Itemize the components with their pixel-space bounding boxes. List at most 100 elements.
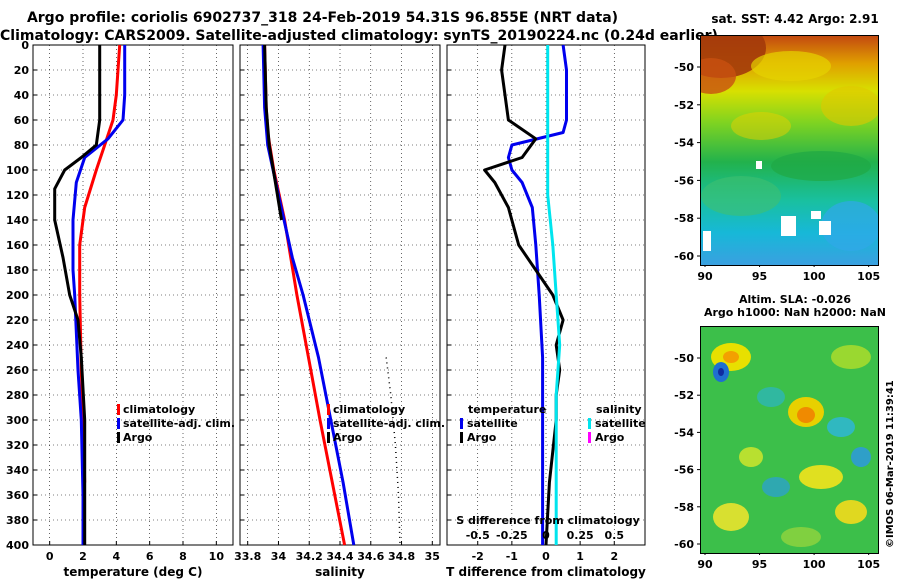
salinity-panel-legend-swatch [327,404,330,415]
salinity-panel-xtick-label: 33.8 [234,550,261,563]
sla-map-title-2: Argo h1000: NaN h2000: NaN [703,306,887,319]
sla-map-image [701,327,878,553]
sst-map-image [701,36,878,265]
salinity-panel-series-argo [263,44,283,221]
sst-map-lat-label: -54 [674,137,694,150]
sla-map-lat-label: -56 [674,464,694,477]
depth-tick-label: 300 [6,414,29,427]
sla-map-lat-label: -54 [674,426,694,439]
depth-tick-label: 260 [6,364,29,377]
depth-tick-label: 360 [6,489,29,502]
temperature-panel-xtick-label: 8 [179,550,187,563]
temp-legend-label: Argo [467,431,497,444]
sal-legend-label: Argo [595,431,625,444]
depth-tick-label: 100 [6,164,29,177]
temperature-panel-xtick-label: 6 [146,550,154,563]
depth-tick-label: 40 [14,89,30,102]
depth-tick-label: 60 [14,114,30,127]
temperature-panel-series-satellite-adj-clim- [71,45,127,545]
sst-map-lat-label: -58 [674,212,694,225]
depth-tick-label: 80 [14,139,30,152]
depth-tick-label: 200 [6,289,29,302]
salinity-diff-tick-label: 0 [542,529,550,542]
salinity-panel-xtick-label: 34.6 [357,550,384,563]
sal-legend-title: salinity [596,403,642,416]
temp-legend-swatch [460,418,463,429]
sst-map-title: sat. SST: 4.42 Argo: 2.91 [711,12,879,26]
temperature-panel-series-argo [53,45,102,545]
sal-legend-swatch [588,418,591,429]
difference-panel-xtick-label: 2 [610,550,618,563]
sst-map-lat-label: -60 [674,250,694,263]
sla-map-lon-label: 100 [803,558,826,571]
temperature-panel-legend-label: Argo [123,431,153,444]
depth-tick-label: 320 [6,439,29,452]
sla-map-lat-label: -58 [674,501,694,514]
sla-map-lat-label: -50 [674,352,694,365]
temperature-panel-xtick-label: 2 [79,550,87,563]
sla-map-title-1: Altim. SLA: -0.026 [738,293,852,306]
salinity-panel-legend-label: climatology [333,403,405,416]
difference-panel-xtick-label: 0 [542,550,550,563]
difference-panel-top-label: S difference from climatology [456,514,640,527]
temp-legend-title: temperature [468,403,546,416]
temperature-panel-legend-label: satellite-adj. clim. [123,417,235,430]
salinity-diff-tick-label: -0.5 [466,529,490,542]
depth-tick-label: 400 [6,539,29,552]
salinity-panel-series-satellite-adj-clim- [261,44,356,546]
temp-legend-swatch [460,432,463,443]
sal-legend-label: satellite [595,417,646,430]
main-title-line-2: Climatology: CARS2009. Satellite-adjuste… [0,28,718,44]
salinity-diff-tick-label: -0.25 [496,529,528,542]
salinity-diff-tick-label: 0.5 [605,529,625,542]
temp-legend-label: satellite [467,417,518,430]
sst-map-lat-label: -52 [674,99,694,112]
depth-tick-label: 280 [6,389,29,402]
salinity-panel-legend-swatch [327,418,330,429]
sst-map-lon-label: 100 [803,270,826,283]
temperature-panel-legend-swatch [117,418,120,429]
sla-map-lon-label: 90 [697,558,713,571]
sla-map [700,326,879,554]
depth-tick-label: 160 [6,239,29,252]
salinity-panel-xtick-label: 35 [425,550,440,563]
sst-map-lon-label: 90 [697,270,713,283]
difference-panel-xtick-label: -1 [506,550,518,563]
sst-map [700,35,879,266]
salinity-panel-legend-swatch [327,432,330,443]
depth-tick-label: 20 [14,64,30,77]
temperature-panel-xtick-label: 0 [46,550,54,563]
salinity-panel-xlabel: salinity [315,565,365,579]
credit-label: ©IMOS 06-Mar-2019 11:39:41 [885,380,896,548]
salinity-panel-legend-label: Argo [333,431,363,444]
temperature-panel-legend-label: climatology [123,403,195,416]
salinity-panel-xtick-label: 34.2 [296,550,323,563]
salinity-panel-series-reference [385,357,401,546]
difference-panel-series-t-satellite [506,44,568,545]
difference-panel-xlabel: T difference from climatology [446,565,646,579]
sla-map-lon-label: 105 [857,558,880,571]
sst-map-lon-label: 105 [857,270,880,283]
salinity-panel-xtick-label: 34.4 [326,550,353,563]
depth-tick-label: 0 [21,39,29,52]
difference-panel-series-s-satellite [546,45,562,545]
salinity-diff-tick-label: 0.25 [567,529,594,542]
difference-panel-xtick-label: 1 [576,550,584,563]
temperature-panel-legend-swatch [117,432,120,443]
depth-tick-label: 240 [6,339,29,352]
temperature-panel-legend-swatch [117,404,120,415]
sla-map-lon-label: 95 [752,558,767,571]
salinity-panel-legend-label: satellite-adj. clim. [333,417,445,430]
depth-tick-label: 340 [6,464,29,477]
temperature-panel-xtick-label: 4 [113,550,121,563]
depth-tick-label: 380 [6,514,29,527]
salinity-panel-xtick-label: 34 [271,550,287,563]
sla-map-lat-label: -60 [674,538,694,551]
temperature-panel-xtick-label: 10 [209,550,225,563]
depth-tick-label: 120 [6,189,29,202]
depth-tick-label: 220 [6,314,29,327]
main-title-line-1: Argo profile: coriolis 6902737_318 24-Fe… [26,10,619,26]
depth-tick-label: 180 [6,264,29,277]
temperature-panel-xlabel: temperature (deg C) [64,565,203,579]
